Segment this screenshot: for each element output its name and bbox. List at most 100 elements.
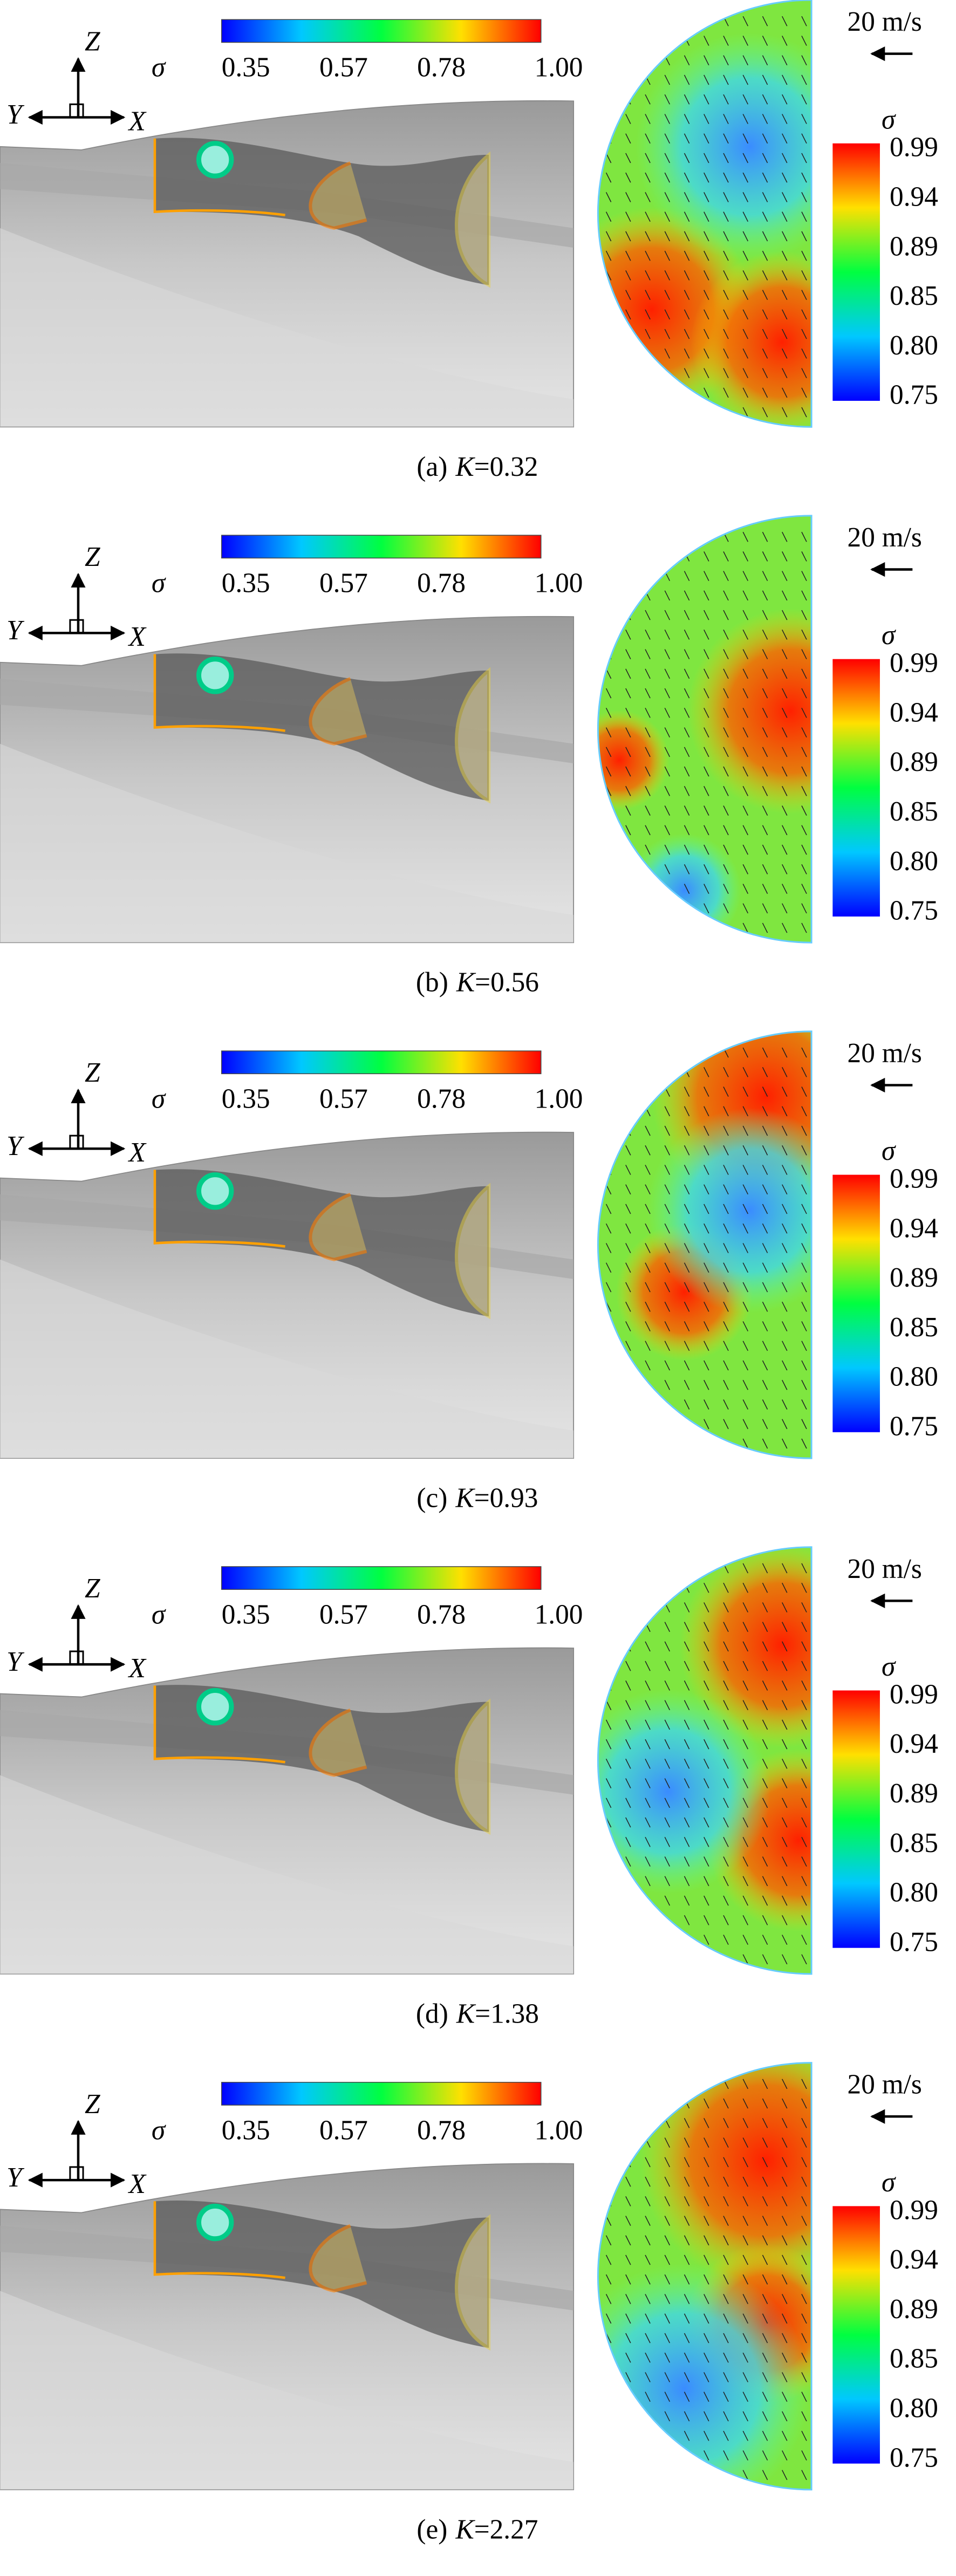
velocity-vector <box>605 1106 612 1117</box>
velocity-vector <box>664 2333 671 2343</box>
caption-letter: (c) <box>416 1482 447 1513</box>
triad-label: Y <box>6 615 25 646</box>
velocity-vector <box>664 1680 671 1691</box>
velocity-vector <box>605 1798 612 1808</box>
velocity-vector <box>704 2254 709 2265</box>
velocity-vector <box>645 2352 651 2363</box>
velocity-vector <box>664 1817 671 1828</box>
velocity-vector <box>605 2313 612 2324</box>
velocity-vector <box>801 2157 807 2168</box>
velocity-vector <box>742 1125 748 1136</box>
velocity-vector <box>664 231 671 242</box>
velocity-vector <box>723 133 729 144</box>
velocity-vector <box>605 2352 612 2363</box>
velocity-vector <box>664 1700 671 1711</box>
velocity-vector <box>801 2352 807 2363</box>
velocity-vector <box>645 1700 651 1711</box>
velocity-vector <box>625 2098 631 2109</box>
velocity-vector <box>723 1341 729 1351</box>
velocity-vector <box>625 1399 631 1410</box>
velocity-vector <box>704 329 709 339</box>
velocity-vector <box>762 668 768 679</box>
velocity-vector <box>684 1778 690 1789</box>
colorbar-tick-label: 0.89 <box>890 1778 938 1809</box>
velocity-vector <box>723 1125 729 1136</box>
velocity-vector <box>684 1438 690 1449</box>
velocity-vector <box>684 231 690 242</box>
velocity-vector <box>801 2372 807 2382</box>
velocity-vector <box>742 1895 748 1906</box>
velocity-vector <box>801 211 807 222</box>
colorbar-tick-label: 1.00 <box>535 2115 583 2145</box>
velocity-vector <box>782 1067 788 1077</box>
velocity-vector <box>625 2274 631 2285</box>
velocity-vector <box>762 629 768 640</box>
velocity-vector <box>762 309 768 320</box>
velocity-vector <box>742 2216 748 2226</box>
velocity-vector <box>684 2391 690 2402</box>
velocity-vector <box>723 1622 729 1632</box>
velocity-vector <box>782 387 788 398</box>
velocity-vector <box>704 1778 709 1789</box>
velocity-vector <box>782 766 788 777</box>
velocity-vector <box>762 2157 768 2168</box>
velocity-vector <box>704 348 709 359</box>
colorbar-symbol: σ <box>882 1136 896 1166</box>
velocity-vector <box>742 329 748 339</box>
velocity-vector <box>704 2411 709 2422</box>
velocity-vector <box>782 1661 788 1671</box>
velocity-vector <box>782 1935 788 1945</box>
velocity-vector <box>782 2470 788 2481</box>
velocity-vector <box>605 172 612 183</box>
velocity-vector <box>645 2176 651 2187</box>
velocity-vector <box>645 2196 651 2206</box>
velocity-vector <box>605 2137 612 2148</box>
velocity-vector <box>782 2176 788 2187</box>
velocity-vector <box>742 172 748 183</box>
velocity-vector <box>762 531 768 542</box>
colorbar-tick-label: 0.35 <box>222 2115 270 2145</box>
velocity-vector <box>723 825 729 836</box>
velocity-vector <box>645 688 651 699</box>
velocity-vector <box>625 387 631 398</box>
velocity-vector <box>762 290 768 300</box>
triad-box <box>69 619 84 634</box>
velocity-vector <box>625 368 631 379</box>
contour-region <box>691 251 812 427</box>
velocity-vector <box>704 2470 709 2481</box>
velocity-vector <box>742 1739 748 1750</box>
contour-outline <box>597 1546 812 1975</box>
velocity-vector <box>625 1301 631 1312</box>
velocity-vector <box>762 766 768 777</box>
velocity-vector <box>704 1759 709 1769</box>
velocity-vector <box>801 766 807 777</box>
velocity-vector <box>723 309 729 320</box>
velocity-vector <box>782 1047 788 1058</box>
velocity-vector <box>801 1341 807 1351</box>
velocity-vector <box>801 2117 807 2128</box>
velocity-vector <box>762 2176 768 2187</box>
velocity-vector <box>664 1321 671 1331</box>
velocity-vector <box>645 649 651 660</box>
velocity-vector <box>625 688 631 699</box>
velocity-vector <box>762 1582 768 1593</box>
colorbar-tick-label: 0.94 <box>890 2244 938 2275</box>
caption-letter: (d) <box>416 1998 448 2029</box>
velocity-vector <box>684 1341 690 1351</box>
velocity-vector <box>723 1759 729 1769</box>
contour-outline <box>597 0 812 428</box>
velocity-vector <box>742 250 748 261</box>
velocity-vector <box>704 629 709 640</box>
velocity-vector <box>723 36 729 46</box>
caption: (e) K=2.27 <box>416 2514 538 2545</box>
velocity-vector <box>664 2450 671 2461</box>
velocity-vector <box>723 727 729 737</box>
colorbar-tick-label: 0.75 <box>890 2442 938 2473</box>
velocity-vector <box>605 231 612 242</box>
velocity-vector <box>801 2294 807 2304</box>
velocity-vector <box>723 153 729 163</box>
velocity-vector <box>625 2196 631 2206</box>
velocity-vector <box>742 1915 748 1925</box>
velocity-vector <box>742 1582 748 1593</box>
velocity-vector <box>684 2274 690 2285</box>
